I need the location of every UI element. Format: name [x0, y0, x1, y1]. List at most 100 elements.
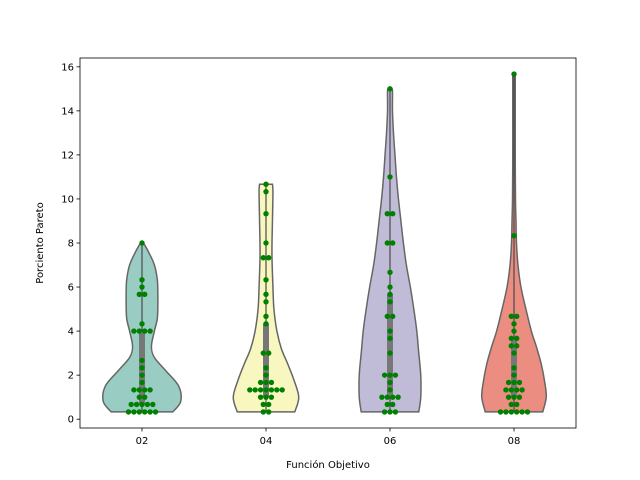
swarm-point [139, 321, 145, 327]
swarm-point [263, 188, 269, 195]
swarm-point [131, 328, 137, 334]
swarm-point [514, 401, 520, 408]
swarm-point [511, 233, 517, 239]
swarm-point [257, 394, 264, 400]
swarm-point [508, 401, 514, 408]
swarm-point [511, 321, 517, 327]
swarm-point [384, 401, 390, 408]
y-tick-label: 0 [68, 415, 74, 426]
swarm-point [524, 409, 531, 415]
swarm-point [508, 387, 514, 393]
swarm-point [384, 313, 390, 320]
swarm-point [505, 379, 512, 386]
swarm-point [142, 387, 148, 393]
y-axis-label: Porciento Pareto [35, 202, 46, 283]
swarm-point [511, 350, 517, 356]
swarm-point [139, 379, 145, 386]
swarm-point [516, 394, 523, 400]
swarm-point [260, 401, 266, 408]
swarm-point [387, 350, 393, 356]
violin-iqr-box [387, 294, 393, 398]
y-tick-label: 4 [68, 327, 74, 338]
x-tick-label: 06 [384, 436, 397, 447]
swarm-point [511, 71, 517, 77]
swarm-point [252, 387, 258, 393]
swarm-point [274, 387, 280, 393]
swarm-point [519, 387, 525, 393]
swarm-point [139, 357, 145, 364]
swarm-point [387, 269, 393, 275]
swarm-point [514, 335, 520, 342]
x-tick-label: 08 [508, 436, 521, 447]
swarm-points-06 [379, 86, 401, 415]
swarm-point [260, 255, 266, 261]
violin-group-04 [232, 181, 300, 415]
swarm-point [508, 313, 514, 320]
swarm-point [395, 394, 401, 400]
swarm-point [381, 372, 388, 378]
swarm-point [268, 387, 275, 393]
swarm-point [139, 365, 145, 371]
plot-frame [79, 57, 577, 429]
swarm-point [514, 409, 520, 415]
swarm-point [390, 240, 396, 246]
swarm-point [142, 394, 148, 400]
swarm-point [387, 284, 393, 290]
swarm-point [511, 372, 517, 378]
swarm-point [266, 401, 272, 408]
swarm-point [263, 299, 269, 305]
swarm-point [497, 409, 504, 415]
swarm-point [514, 387, 520, 393]
plot-layer [102, 71, 548, 415]
swarm-point [257, 387, 264, 393]
swarm-point [131, 387, 137, 393]
swarm-point [263, 379, 269, 386]
y-tick-label: 10 [61, 194, 74, 205]
swarm-point [514, 343, 520, 349]
swarm-point [508, 343, 514, 349]
y-tick-label: 2 [68, 371, 74, 382]
swarm-point [387, 335, 393, 342]
swarm-point [503, 409, 509, 415]
swarm-point [390, 394, 396, 400]
swarm-point [511, 379, 517, 386]
swarm-point [263, 277, 269, 283]
swarm-point [263, 387, 269, 393]
violin-group-02 [102, 240, 182, 415]
violin-iqr-box [263, 323, 269, 398]
swarm-point [147, 409, 153, 415]
swarm-point [392, 409, 399, 415]
swarm-point [260, 350, 266, 356]
swarm-point [511, 328, 517, 334]
swarm-point [387, 299, 393, 305]
swarm-point [142, 291, 148, 298]
swarm-point [508, 409, 514, 415]
swarm-point [125, 409, 132, 415]
swarm-point [263, 240, 269, 246]
swarm-point [387, 174, 393, 180]
swarm-point [384, 394, 390, 400]
swarm-point [519, 409, 525, 415]
swarm-point [381, 409, 388, 415]
swarm-point [387, 372, 393, 378]
swarm-point [266, 350, 272, 356]
swarm-point [508, 335, 514, 342]
swarm-point [390, 211, 396, 217]
swarm-point [131, 409, 137, 415]
swarm-point [514, 313, 520, 320]
swarm-point [139, 372, 145, 378]
swarm-point [505, 394, 512, 400]
swarm-point [379, 394, 385, 400]
swarm-point [268, 394, 275, 400]
x-axis: 02 04 06 08 [136, 428, 521, 447]
violin-group-06 [358, 86, 422, 415]
swarm-point [387, 86, 393, 92]
swarm-point [263, 211, 269, 217]
swarm-point [136, 394, 142, 400]
swarm-point [142, 328, 148, 334]
swarm-point [142, 409, 148, 415]
swarm-point [387, 387, 393, 393]
swarm-point [266, 255, 272, 261]
y-axis: 0 2 4 6 8 10 12 14 16 [61, 62, 80, 426]
x-axis-label: Función Objetivo [286, 459, 370, 471]
